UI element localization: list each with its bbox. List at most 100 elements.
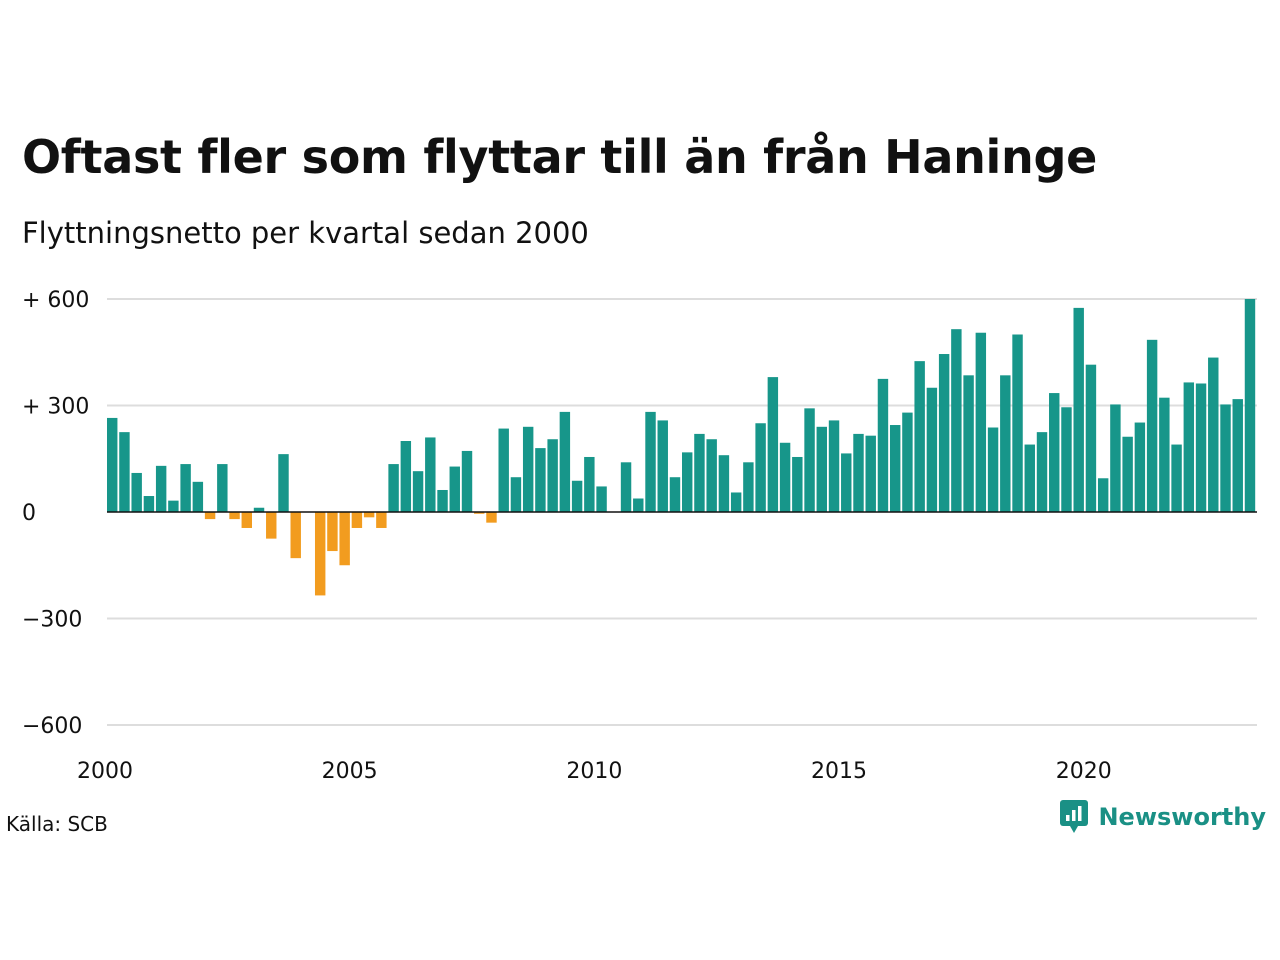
bar xyxy=(192,481,204,512)
bar xyxy=(706,439,717,512)
bar xyxy=(657,420,668,512)
y-tick-label: + 300 xyxy=(22,395,89,420)
bar xyxy=(1073,307,1084,513)
bar xyxy=(596,486,607,512)
bar xyxy=(400,441,412,512)
bar xyxy=(1049,393,1060,512)
bar xyxy=(755,423,766,512)
source-note: Källa: SCB xyxy=(6,812,108,836)
x-tick-label: 2000 xyxy=(77,759,133,784)
bar xyxy=(510,477,522,512)
bar xyxy=(229,512,240,520)
bar xyxy=(669,477,681,512)
bar xyxy=(241,512,252,528)
bar xyxy=(278,454,289,512)
bar xyxy=(1195,383,1207,512)
bar xyxy=(571,480,583,512)
axes: + 600 + 300 0 −300 −600 2000 2005 2010 2015 2020 xyxy=(22,288,1257,784)
bar xyxy=(559,411,571,512)
bar xyxy=(975,332,987,512)
bar xyxy=(168,500,179,512)
bar xyxy=(620,462,632,512)
bar xyxy=(1146,339,1158,512)
bar xyxy=(1110,404,1121,512)
bar xyxy=(963,375,974,512)
bar xyxy=(877,378,889,513)
bar xyxy=(633,498,644,512)
bar xyxy=(1000,375,1011,512)
bar xyxy=(107,417,118,512)
bar xyxy=(376,512,387,528)
brand-logo[interactable]: Newsworthy xyxy=(1060,800,1266,834)
bar xyxy=(743,462,754,512)
bar xyxy=(865,435,876,512)
bar xyxy=(1220,404,1231,512)
y-tick-label: −600 xyxy=(22,714,82,739)
bar xyxy=(779,442,791,512)
x-tick-label: 2010 xyxy=(566,759,622,784)
x-tick-label: 2020 xyxy=(1056,759,1112,784)
bar xyxy=(363,512,375,518)
bar xyxy=(119,432,130,513)
chart-subtitle: Flyttningsnetto per kvartal sedan 2000 xyxy=(22,216,589,250)
bar xyxy=(645,411,656,512)
bar xyxy=(902,412,913,512)
bar xyxy=(853,433,864,512)
bar xyxy=(327,512,338,552)
bar xyxy=(535,448,546,512)
x-tick-label: 2005 xyxy=(322,759,378,784)
bar xyxy=(461,450,473,512)
bar xyxy=(926,387,938,512)
bar xyxy=(143,496,155,512)
bar xyxy=(951,329,962,512)
bars xyxy=(107,299,1256,596)
bar xyxy=(155,465,167,512)
bar xyxy=(584,456,595,512)
bar xyxy=(180,464,191,512)
bar xyxy=(547,439,558,512)
bar xyxy=(841,453,852,512)
bar xyxy=(253,507,265,512)
bar xyxy=(314,512,326,596)
chart-title: Oftast fler som flyttar till än från Han… xyxy=(22,130,1097,184)
gridlines xyxy=(107,298,1257,726)
bar xyxy=(767,377,779,512)
bar xyxy=(1244,299,1256,512)
bar xyxy=(694,433,705,512)
bar xyxy=(804,408,815,512)
y-tick-label: + 600 xyxy=(22,288,89,313)
brand-name: Newsworthy xyxy=(1098,803,1266,831)
bar xyxy=(204,512,216,520)
bar xyxy=(474,512,485,514)
bar xyxy=(1171,444,1182,512)
newsworthy-logo-icon xyxy=(1060,800,1089,833)
bar xyxy=(889,425,901,512)
bar xyxy=(486,512,497,523)
bar xyxy=(1036,432,1048,513)
bar xyxy=(1183,382,1195,512)
bar xyxy=(828,420,840,512)
bar xyxy=(425,437,436,512)
bar xyxy=(1097,478,1109,512)
bar xyxy=(1159,397,1170,512)
bar xyxy=(816,426,827,512)
bar xyxy=(498,428,509,512)
bar xyxy=(1232,399,1243,512)
bar xyxy=(1122,436,1133,512)
bar xyxy=(718,455,730,512)
bar xyxy=(1134,422,1146,512)
bar xyxy=(437,489,448,512)
bar xyxy=(682,452,693,512)
x-tick-label: 2015 xyxy=(811,759,867,784)
bar xyxy=(987,427,999,512)
bar-chart: + 600 + 300 0 −300 −600 2000 2005 2010 2015 2020 xyxy=(22,288,1257,784)
bar xyxy=(290,512,301,559)
y-tick-label: 0 xyxy=(22,501,36,526)
bar xyxy=(792,456,803,512)
bar xyxy=(1085,364,1097,512)
bar xyxy=(131,472,142,512)
bar xyxy=(1061,407,1072,512)
bar xyxy=(351,512,363,528)
y-tick-label: −300 xyxy=(22,608,82,633)
bar xyxy=(914,361,925,513)
